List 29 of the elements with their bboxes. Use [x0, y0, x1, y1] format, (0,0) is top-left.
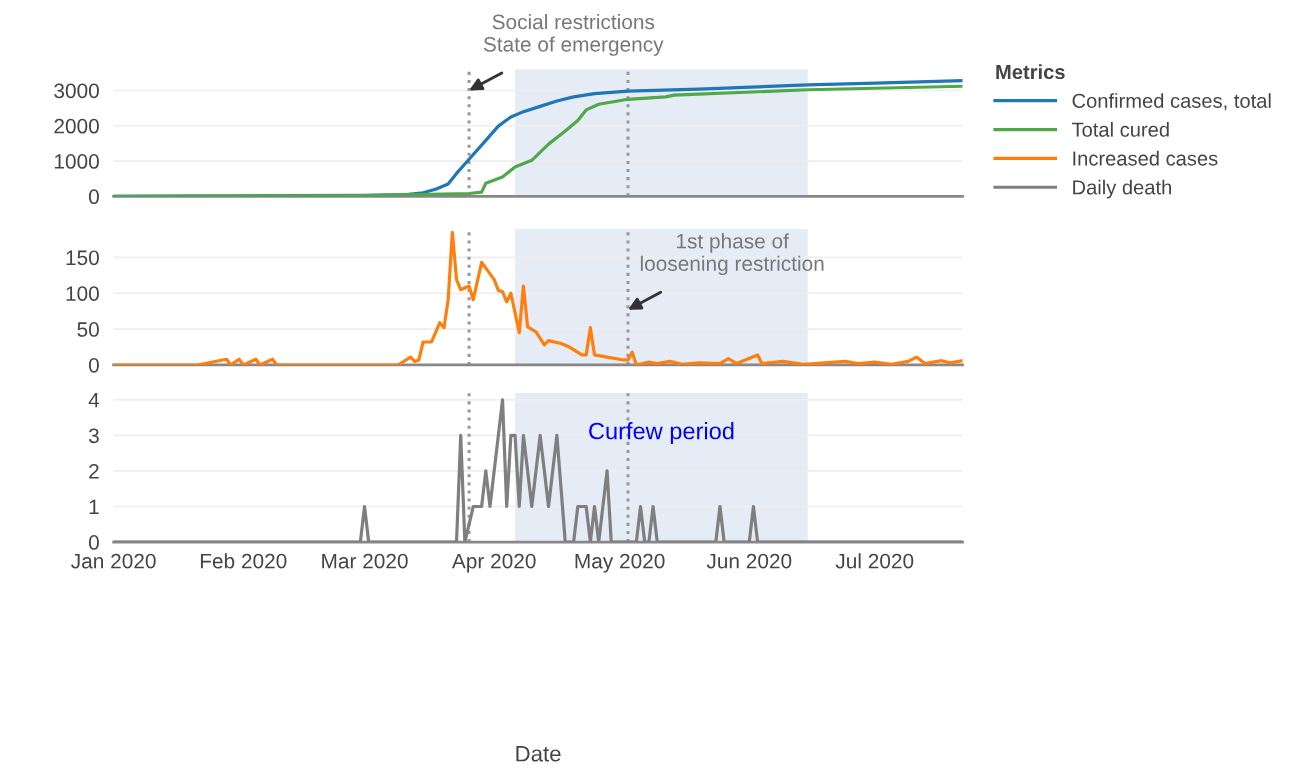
- y-tick-label: 4: [88, 393, 100, 408]
- y-tick-label: 100: [66, 286, 99, 301]
- legend-title: Metrics: [996, 64, 1065, 80]
- y-tick-label: 3: [88, 428, 99, 444]
- x-tick-label: Apr 2020: [451, 553, 536, 573]
- legend-label: Confirmed cases, total: [1072, 93, 1271, 111]
- x-tick-label: May 2020: [575, 553, 665, 573]
- annotation: Social restrictions State of emergency: [483, 13, 664, 56]
- y-tick-label: 0: [88, 357, 99, 373]
- x-tick-label: Jan 2020: [71, 553, 156, 569]
- y-tick-label: 50: [77, 322, 99, 337]
- legend-label: Total cured: [1071, 122, 1169, 137]
- legend-label: Increased cases: [1073, 150, 1218, 166]
- x-tick-label: Jun 2020: [706, 553, 792, 569]
- y-tick-label: 2000: [54, 118, 99, 134]
- band-label: Curfew period: [589, 422, 734, 445]
- legend-label: Daily death: [1073, 179, 1171, 199]
- x-tick-label: Feb 2020: [200, 553, 287, 569]
- y-tick-label: 1: [89, 499, 99, 515]
- y-tick-label: 0: [88, 189, 99, 205]
- y-tick-label: 2: [89, 463, 99, 479]
- y-tick-label: 3000: [54, 83, 99, 99]
- x-axis-title: Date: [516, 746, 561, 762]
- annotation: 1st phase of loosening restriction: [640, 233, 824, 276]
- x-tick-label: Mar 2020: [322, 553, 408, 569]
- y-tick-label: 150: [66, 250, 99, 266]
- y-tick-label: 1000: [54, 154, 99, 169]
- x-tick-label: Jul 2020: [835, 553, 914, 569]
- y-tick-label: 0: [88, 535, 99, 550]
